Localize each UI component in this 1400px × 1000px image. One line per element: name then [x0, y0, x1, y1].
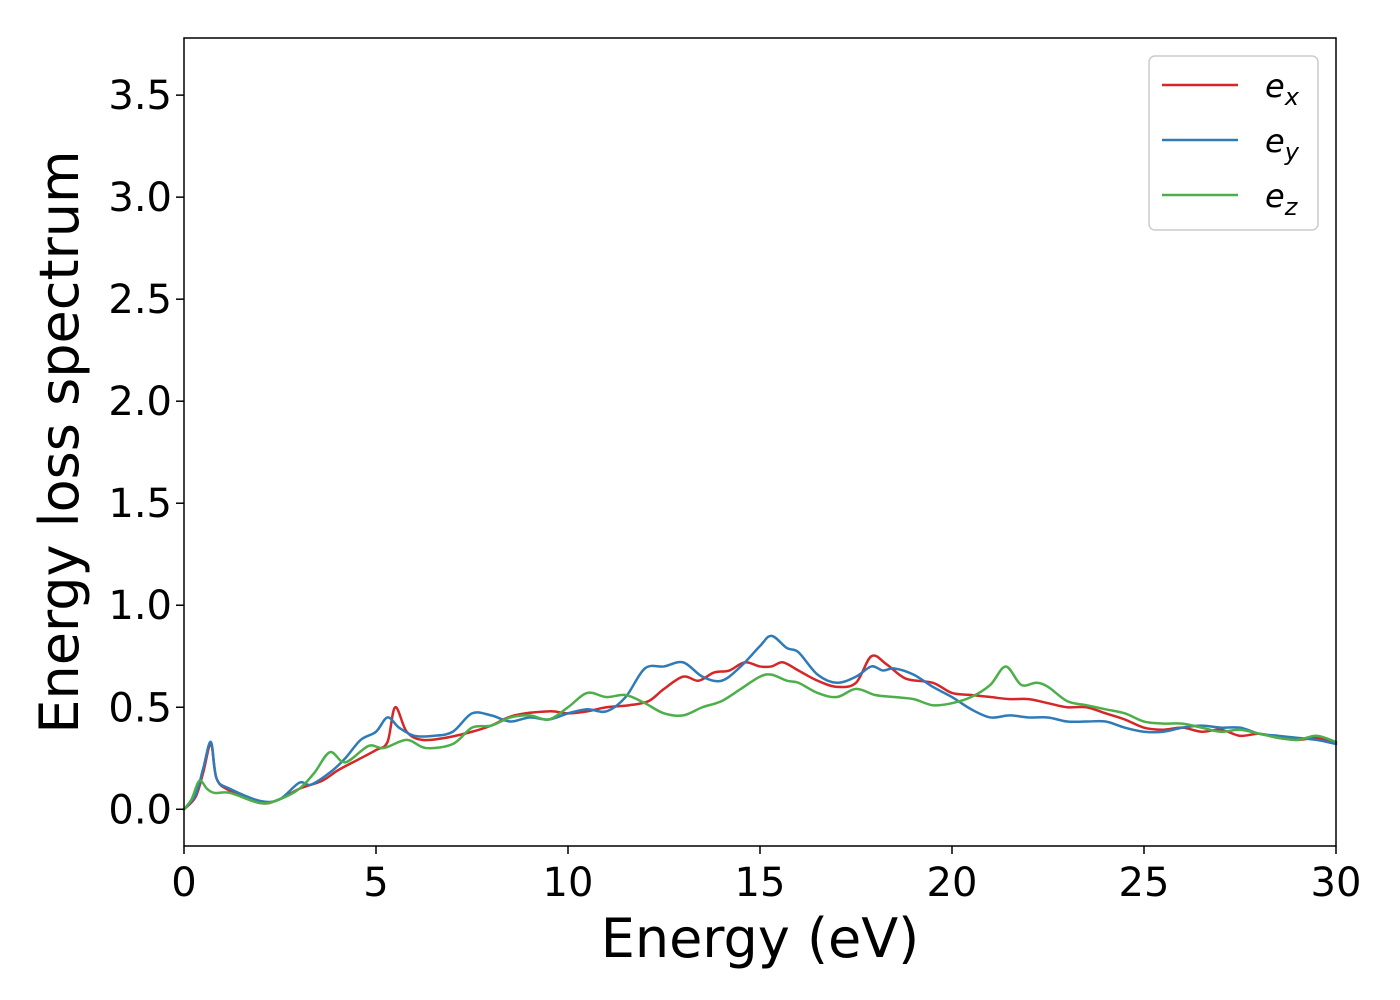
y-tick-label: 1.0	[108, 583, 172, 629]
legend-entry-ez: ez	[1265, 177, 1299, 221]
x-tick-label: 30	[1311, 860, 1362, 906]
y-axis-ticks: 0.0 0.5 1.0 1.5 2.0 2.5 3.0 3.5	[108, 73, 184, 833]
y-tick-label: 0.5	[108, 685, 172, 731]
legend-entry-ex: ex	[1265, 67, 1300, 111]
x-tick-label: 5	[363, 860, 388, 906]
x-tick-label: 0	[171, 860, 196, 906]
y-tick-label: 2.0	[108, 379, 172, 425]
series-line-ey	[182, 634, 1338, 811]
series-layer	[182, 634, 1338, 811]
plot-area	[184, 38, 1336, 846]
x-tick-label: 10	[543, 860, 594, 906]
series-line-ez	[182, 665, 1338, 811]
y-tick-label: 3.5	[108, 73, 172, 119]
legend: ex ey ez	[1148, 55, 1319, 231]
x-axis-label: Energy (eV)	[601, 907, 920, 970]
x-tick-label: 25	[1119, 860, 1170, 906]
y-tick-label: 3.0	[108, 175, 172, 221]
x-axis-ticks: 0 5 10 15 20 25 30	[171, 846, 1361, 906]
y-tick-label: 1.5	[108, 481, 172, 527]
y-tick-label: 2.5	[108, 277, 172, 323]
x-tick-label: 20	[927, 860, 978, 906]
y-axis-label: Energy loss spectrum	[28, 150, 91, 733]
x-tick-label: 15	[735, 860, 786, 906]
legend-frame	[1148, 55, 1319, 231]
y-tick-label: 0.0	[108, 787, 172, 833]
legend-entry-ey: ey	[1265, 122, 1300, 166]
legend-items: ex ey ez	[1162, 67, 1300, 221]
